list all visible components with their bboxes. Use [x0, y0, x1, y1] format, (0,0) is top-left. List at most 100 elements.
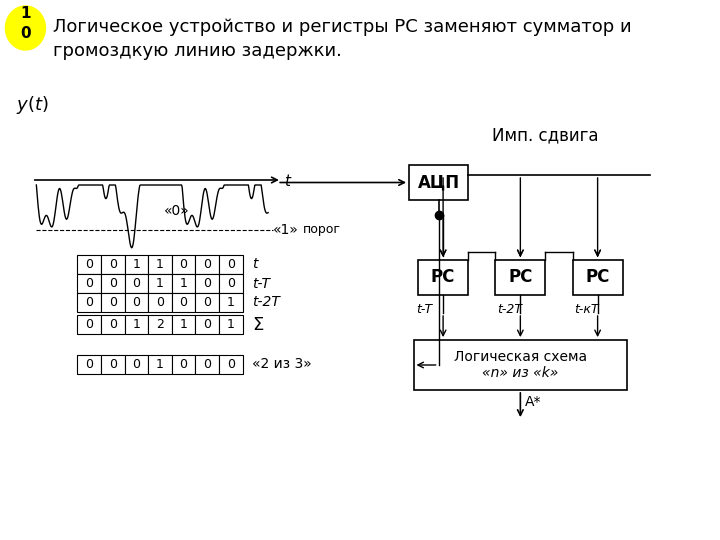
Text: 0: 0	[85, 358, 93, 371]
Text: A*: A*	[525, 395, 541, 409]
Text: 1: 1	[227, 296, 235, 309]
Text: t-кT: t-кT	[575, 303, 599, 316]
Bar	[195, 255, 219, 274]
Bar	[148, 315, 172, 334]
Bar	[219, 355, 243, 374]
Text: 0: 0	[109, 358, 117, 371]
Bar	[148, 255, 172, 274]
Text: t-T: t-T	[252, 276, 270, 291]
Bar	[77, 355, 101, 374]
Text: Σ: Σ	[252, 315, 263, 334]
Text: 1: 1	[180, 318, 187, 331]
Bar	[148, 274, 172, 293]
Bar	[101, 293, 125, 312]
Text: 0: 0	[85, 258, 93, 271]
Text: 0: 0	[203, 296, 211, 309]
Text: 1: 1	[227, 318, 235, 331]
Text: t-2T: t-2T	[498, 303, 522, 316]
Text: 0: 0	[132, 296, 140, 309]
Bar	[219, 315, 243, 334]
Bar	[125, 255, 148, 274]
Bar	[572, 260, 623, 295]
Text: 1: 1	[20, 6, 30, 21]
Bar	[413, 340, 627, 390]
Text: t-T: t-T	[416, 303, 433, 316]
Bar	[101, 315, 125, 334]
Text: Логическая схема: Логическая схема	[454, 350, 587, 364]
Text: порог: порог	[302, 224, 341, 237]
Bar	[148, 293, 172, 312]
Text: РС: РС	[508, 268, 533, 287]
Text: 1: 1	[180, 277, 187, 290]
Text: 0: 0	[156, 296, 164, 309]
Text: 1: 1	[156, 277, 164, 290]
Text: 0: 0	[109, 318, 117, 331]
Bar	[219, 274, 243, 293]
Bar	[172, 293, 195, 312]
Text: «0»: «0»	[163, 204, 189, 218]
Text: 0: 0	[179, 296, 188, 309]
Bar	[125, 274, 148, 293]
Bar	[77, 255, 101, 274]
Text: 0: 0	[109, 277, 117, 290]
Text: t: t	[252, 258, 257, 272]
Text: Имп. сдвига: Имп. сдвига	[492, 126, 598, 144]
Bar	[125, 293, 148, 312]
Text: 0: 0	[85, 296, 93, 309]
Bar	[172, 255, 195, 274]
Text: 0: 0	[227, 358, 235, 371]
Text: «1»: «1»	[273, 223, 299, 237]
Text: 1: 1	[132, 258, 140, 271]
Text: 0: 0	[179, 258, 188, 271]
Text: АЦП: АЦП	[418, 173, 459, 192]
Bar	[195, 315, 219, 334]
Bar	[77, 293, 101, 312]
Text: 0: 0	[227, 258, 235, 271]
Text: 0: 0	[109, 296, 117, 309]
Bar	[418, 260, 468, 295]
Text: 0: 0	[109, 258, 117, 271]
Bar	[172, 355, 195, 374]
Bar	[125, 315, 148, 334]
Text: 0: 0	[203, 318, 211, 331]
Bar	[409, 165, 468, 200]
Circle shape	[6, 6, 45, 50]
Text: 1: 1	[132, 318, 140, 331]
Text: t-2T: t-2T	[252, 295, 279, 309]
Bar	[219, 293, 243, 312]
Bar	[219, 255, 243, 274]
Bar	[195, 355, 219, 374]
Text: громоздкую линию задержки.: громоздкую линию задержки.	[53, 42, 341, 60]
Text: Логическое устройство и регистры РС заменяют сумматор и: Логическое устройство и регистры РС заме…	[53, 18, 631, 36]
Text: $y(t)$: $y(t)$	[17, 94, 49, 116]
Text: 0: 0	[227, 277, 235, 290]
Text: 0: 0	[203, 258, 211, 271]
Text: «n» из «k»: «n» из «k»	[482, 366, 559, 380]
Text: 0: 0	[179, 358, 188, 371]
Bar	[195, 293, 219, 312]
Text: 0: 0	[20, 26, 31, 41]
Text: РС: РС	[585, 268, 610, 287]
Bar	[148, 355, 172, 374]
Text: 1: 1	[156, 258, 164, 271]
Text: 2: 2	[156, 318, 164, 331]
Text: t: t	[284, 174, 290, 190]
Bar	[195, 274, 219, 293]
Text: РС: РС	[431, 268, 455, 287]
Bar	[172, 274, 195, 293]
Text: 0: 0	[85, 277, 93, 290]
Text: 0: 0	[132, 277, 140, 290]
Text: «2 из 3»: «2 из 3»	[252, 357, 312, 372]
Text: 0: 0	[85, 318, 93, 331]
Bar	[495, 260, 545, 295]
Bar	[101, 255, 125, 274]
Bar	[172, 315, 195, 334]
Text: 0: 0	[132, 358, 140, 371]
Bar	[125, 355, 148, 374]
Bar	[101, 355, 125, 374]
Text: 0: 0	[203, 358, 211, 371]
Text: 0: 0	[203, 277, 211, 290]
Bar	[101, 274, 125, 293]
Bar	[77, 315, 101, 334]
Text: 1: 1	[156, 358, 164, 371]
